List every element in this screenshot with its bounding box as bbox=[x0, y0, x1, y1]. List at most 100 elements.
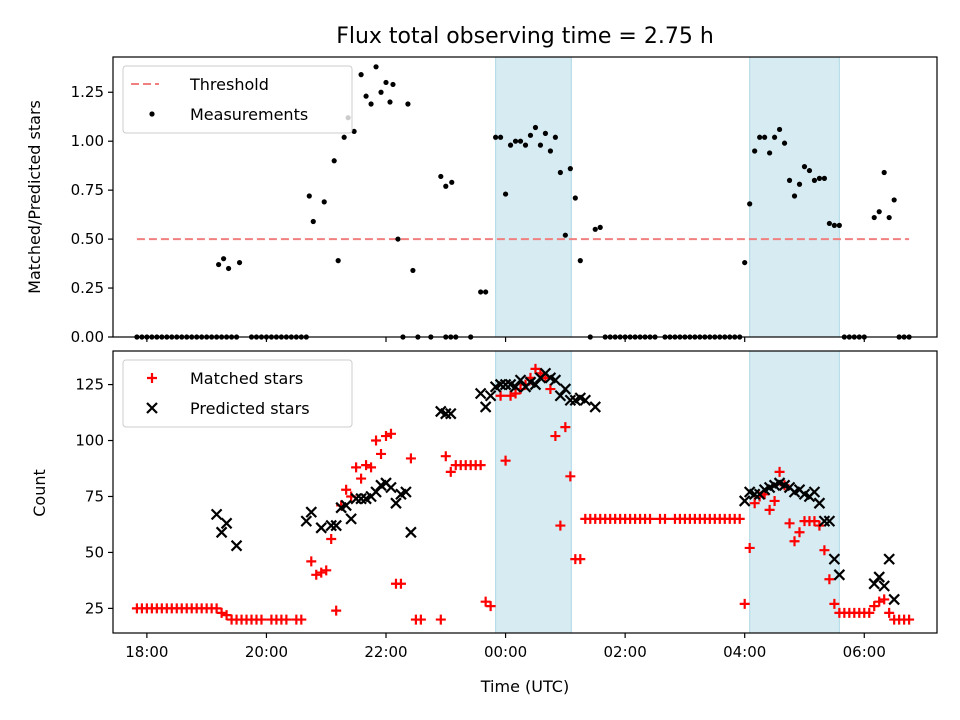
predicted-stars-point bbox=[440, 407, 452, 420]
matched-stars-point bbox=[376, 448, 387, 459]
y-tick-label: 0.50 bbox=[71, 230, 104, 248]
measurement-point bbox=[410, 267, 416, 274]
bottom-panel: 18:00 20:00 22:00 00:00 02:00 04:00 06:00 25 50 7… bbox=[75, 350, 938, 661]
measurement-point bbox=[891, 197, 897, 203]
measurement-point bbox=[871, 214, 877, 221]
predicted-stars-point bbox=[300, 515, 313, 527]
top-panel: 0.00 0.25 0.50 0.75 1.00 1.25 Threshold Measure… bbox=[71, 56, 938, 346]
predicted-stars-point bbox=[564, 394, 577, 407]
bottom-y-axis-label: Count bbox=[30, 469, 49, 517]
series-predicted-stars bbox=[210, 367, 900, 606]
y-tick-label: 0.25 bbox=[71, 279, 104, 297]
predicted-stars-point bbox=[808, 486, 821, 498]
predicted-stars-point bbox=[509, 381, 522, 393]
matched-stars-point bbox=[869, 601, 880, 612]
measurement-point bbox=[493, 134, 499, 140]
measurement-point bbox=[363, 93, 369, 99]
matched-stars-point bbox=[530, 363, 541, 374]
matched-stars-point bbox=[764, 504, 775, 515]
measurement-point bbox=[306, 193, 312, 199]
matched-stars-point bbox=[904, 614, 915, 625]
measurement-point bbox=[816, 175, 823, 181]
y-tick-label: 1.25 bbox=[71, 83, 104, 101]
matched-stars-point bbox=[784, 518, 795, 529]
measurement-point bbox=[881, 169, 887, 176]
bottom-legend bbox=[122, 359, 353, 428]
measurement-point bbox=[390, 81, 396, 88]
measurement-point bbox=[762, 134, 768, 140]
measurement-point bbox=[767, 150, 773, 156]
predicted-stars-point bbox=[823, 515, 836, 527]
measurement-point bbox=[547, 148, 554, 154]
matched-stars-point bbox=[331, 605, 342, 616]
predicted-stars-point bbox=[325, 519, 337, 532]
predicted-stars-point bbox=[813, 497, 826, 509]
measurement-point bbox=[373, 64, 379, 70]
predicted-stars-point bbox=[474, 387, 487, 400]
measurement-point bbox=[216, 261, 222, 268]
x-tick-label: 06:00 bbox=[843, 643, 886, 661]
matched-stars-point bbox=[560, 422, 571, 433]
matched-stars-point bbox=[645, 513, 656, 524]
matched-stars-point bbox=[500, 455, 511, 466]
measurement-point bbox=[796, 181, 803, 187]
legend-matched-swatch bbox=[147, 373, 157, 383]
matched-stars-point bbox=[341, 484, 352, 495]
predicted-stars-point bbox=[220, 517, 233, 530]
measurement-point bbox=[791, 193, 798, 199]
measurement-point bbox=[517, 138, 524, 144]
observing-window-span bbox=[495, 56, 572, 338]
measurement-point bbox=[507, 142, 514, 148]
matched-stars-point bbox=[221, 610, 232, 621]
predicted-stars-point bbox=[589, 401, 602, 413]
predicted-stars-point bbox=[554, 389, 567, 402]
matched-stars-point bbox=[435, 614, 446, 625]
matched-stars-point bbox=[395, 578, 406, 589]
legend-predicted-swatch bbox=[146, 402, 158, 414]
measurement-point bbox=[886, 214, 892, 221]
measurement-point bbox=[771, 134, 778, 140]
matched-stars-point bbox=[575, 554, 586, 565]
measurement-point bbox=[781, 140, 788, 146]
matched-stars-point bbox=[829, 598, 840, 609]
measurement-point bbox=[443, 183, 449, 189]
predicted-stars-point bbox=[340, 499, 352, 512]
matched-stars-point bbox=[415, 614, 426, 625]
matched-stars-point bbox=[256, 614, 267, 625]
matched-stars-point bbox=[485, 601, 496, 612]
measurement-point bbox=[567, 166, 573, 172]
y-tick-label: 1.00 bbox=[71, 132, 104, 150]
predicted-stars-point bbox=[868, 577, 881, 590]
predicted-stars-point bbox=[828, 553, 841, 565]
measurement-point bbox=[532, 124, 539, 131]
measurement-point bbox=[225, 265, 232, 272]
measurement-point bbox=[742, 259, 748, 266]
measurement-point bbox=[387, 99, 393, 105]
predicted-stars-point bbox=[579, 394, 592, 407]
x-tick-label: 04:00 bbox=[723, 643, 766, 661]
matched-stars-point bbox=[356, 473, 367, 484]
predicted-stars-point bbox=[738, 495, 751, 507]
y-tick-label: 25 bbox=[85, 599, 104, 617]
matched-stars-point bbox=[445, 466, 456, 477]
predicted-stars-point bbox=[345, 513, 357, 525]
y-tick-label: 100 bbox=[75, 432, 104, 450]
matched-stars-point bbox=[550, 431, 561, 442]
matched-stars-point bbox=[749, 498, 760, 509]
measurement-point bbox=[776, 126, 783, 133]
measurement-point bbox=[335, 258, 341, 264]
predicted-stars-point bbox=[355, 492, 367, 505]
measurement-point bbox=[552, 134, 558, 140]
predicted-stars-point bbox=[385, 481, 397, 494]
measurement-point bbox=[537, 142, 544, 148]
measurement-point bbox=[806, 167, 813, 174]
predicted-stars-point bbox=[370, 486, 382, 498]
measurement-point bbox=[542, 130, 549, 136]
x-tick-label: 02:00 bbox=[604, 643, 647, 661]
y-tick-label: 0.00 bbox=[71, 328, 104, 346]
matched-stars-point bbox=[495, 390, 506, 401]
predicted-stars-point bbox=[878, 580, 890, 592]
measurement-point bbox=[836, 222, 842, 228]
predicted-stars-point bbox=[494, 378, 507, 391]
matched-stars-point bbox=[351, 462, 362, 473]
